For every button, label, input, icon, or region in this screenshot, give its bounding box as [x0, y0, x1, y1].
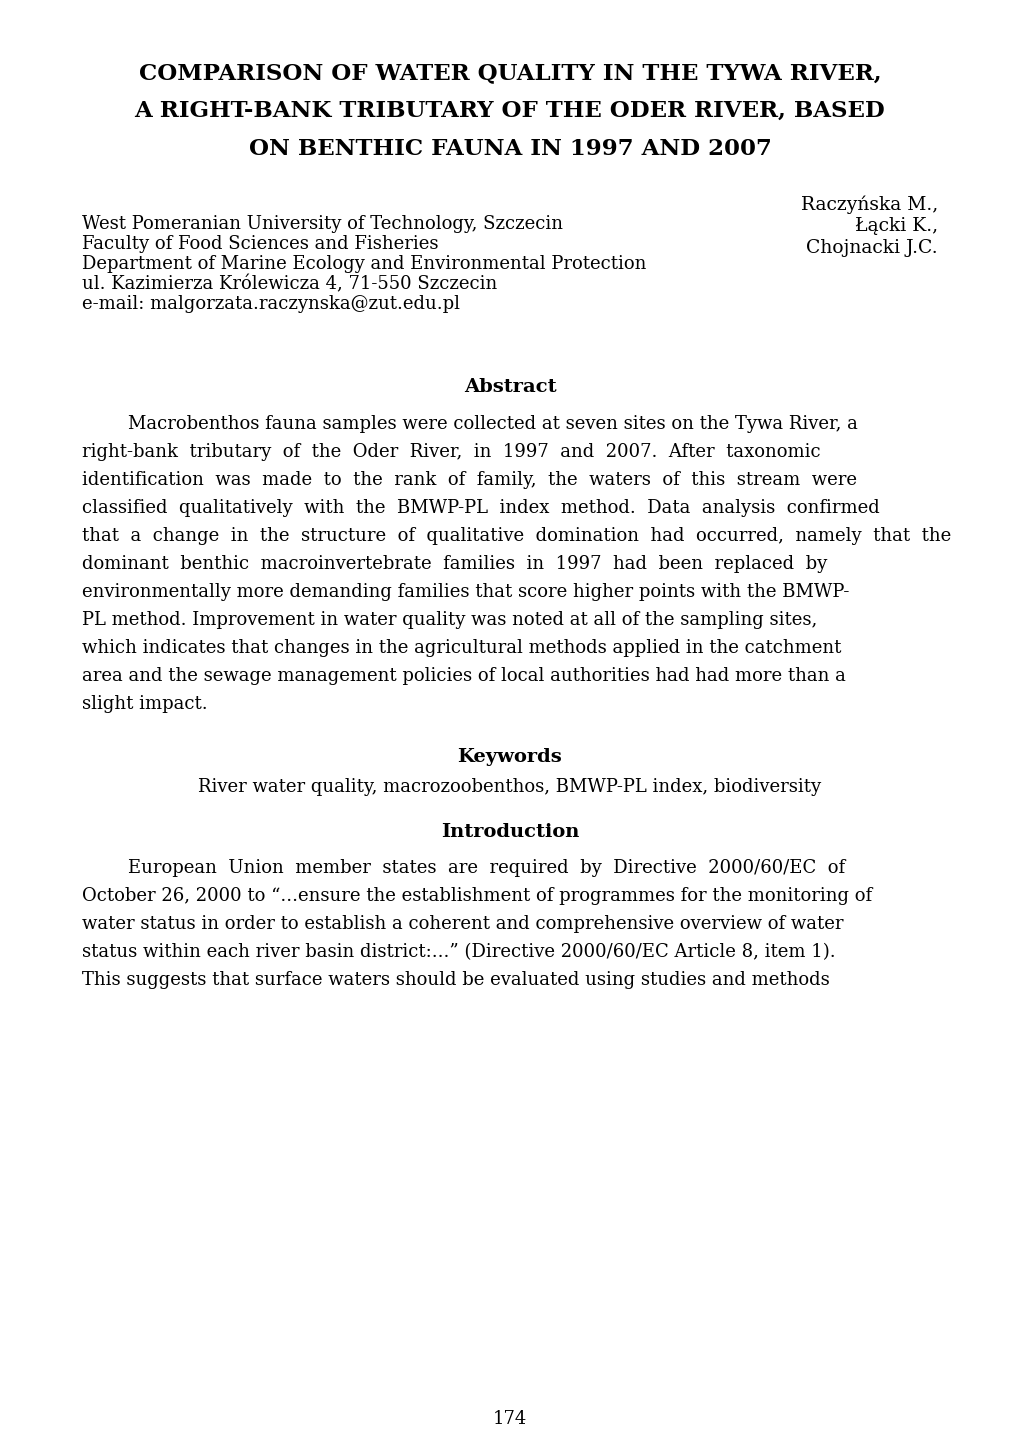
Text: Macrobenthos fauna samples were collected at seven sites on the Tywa River, a: Macrobenthos fauna samples were collecte… [82, 415, 857, 433]
Text: which indicates that changes in the agricultural methods applied in the catchmen: which indicates that changes in the agri… [82, 639, 841, 658]
Text: Keywords: Keywords [458, 748, 561, 766]
Text: This suggests that surface waters should be evaluated using studies and methods: This suggests that surface waters should… [82, 970, 828, 989]
Text: A RIGHT-BANK TRIBUTARY OF THE ODER RIVER, BASED: A RIGHT-BANK TRIBUTARY OF THE ODER RIVER… [135, 99, 884, 123]
Text: PL method. Improvement in water quality was noted at all of the sampling sites,: PL method. Improvement in water quality … [82, 611, 816, 629]
Text: COMPARISON OF WATER QUALITY IN THE TYWA RIVER,: COMPARISON OF WATER QUALITY IN THE TYWA … [139, 62, 880, 84]
Text: right-bank  tributary  of  the  Oder  River,  in  1997  and  2007.  After  taxon: right-bank tributary of the Oder River, … [82, 443, 820, 461]
Text: Abstract: Abstract [464, 378, 555, 397]
Text: dominant  benthic  macroinvertebrate  families  in  1997  had  been  replaced  b: dominant benthic macroinvertebrate famil… [82, 555, 826, 572]
Text: 174: 174 [492, 1410, 527, 1428]
Text: October 26, 2000 to “...ensure the establishment of programmes for the monitorin: October 26, 2000 to “...ensure the estab… [82, 887, 871, 906]
Text: Introduction: Introduction [440, 823, 579, 841]
Text: identification  was  made  to  the  rank  of  family,  the  waters  of  this  st: identification was made to the rank of f… [82, 472, 856, 489]
Text: water status in order to establish a coherent and comprehensive overview of wate: water status in order to establish a coh… [82, 916, 843, 933]
Text: area and the sewage management policies of local authorities had had more than a: area and the sewage management policies … [82, 668, 845, 685]
Text: that  a  change  in  the  structure  of  qualitative  domination  had  occurred,: that a change in the structure of qualit… [82, 526, 951, 545]
Text: Department of Marine Ecology and Environmental Protection: Department of Marine Ecology and Environ… [82, 255, 646, 273]
Text: e-mail: malgorzata.raczynska@zut.edu.pl: e-mail: malgorzata.raczynska@zut.edu.pl [82, 296, 460, 313]
Text: classified  qualitatively  with  the  BMWP-PL  index  method.  Data  analysis  c: classified qualitatively with the BMWP-P… [82, 499, 879, 518]
Text: Faculty of Food Sciences and Fisheries: Faculty of Food Sciences and Fisheries [82, 235, 438, 252]
Text: ON BENTHIC FAUNA IN 1997 AND 2007: ON BENTHIC FAUNA IN 1997 AND 2007 [249, 138, 770, 160]
Text: status within each river basin district:...” (Directive 2000/60/EC Article 8, it: status within each river basin district:… [82, 943, 835, 960]
Text: environmentally more demanding families that score higher points with the BMWP-: environmentally more demanding families … [82, 583, 849, 601]
Text: ul. Kazimierza Królewicza 4, 71-550 Szczecin: ul. Kazimierza Królewicza 4, 71-550 Szcz… [82, 275, 497, 293]
Text: River water quality, macrozoobenthos, BMWP-PL index, biodiversity: River water quality, macrozoobenthos, BM… [199, 779, 820, 796]
Text: Chojnacki J.C.: Chojnacki J.C. [806, 239, 937, 257]
Text: Raczyńska M.,: Raczyńska M., [800, 195, 937, 213]
Text: Łącki K.,: Łącki K., [854, 216, 937, 235]
Text: slight impact.: slight impact. [82, 695, 208, 712]
Text: European  Union  member  states  are  required  by  Directive  2000/60/EC  of: European Union member states are require… [82, 859, 845, 877]
Text: West Pomeranian University of Technology, Szczecin: West Pomeranian University of Technology… [82, 215, 562, 234]
